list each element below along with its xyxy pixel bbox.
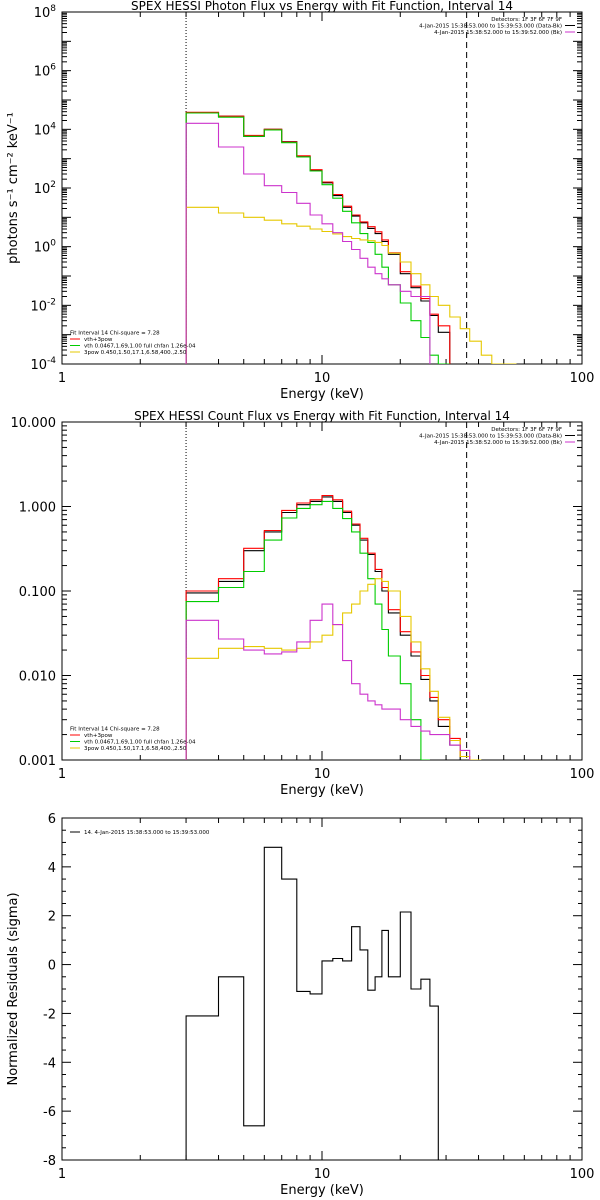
- x-tick-label: 100: [570, 1167, 595, 1182]
- series-group: [185, 111, 517, 364]
- legend-top-entry: 4-Jan-2015 15:38:52.000 to 15:39:52.000 …: [434, 440, 562, 446]
- x-tick-label: 100: [570, 767, 595, 782]
- y-tick-label: 6: [48, 812, 56, 827]
- y-tick-exponent: -2: [47, 297, 56, 307]
- y-tick-base: 10: [30, 358, 47, 373]
- y-tick-label: 100: [34, 239, 57, 256]
- chart-panel-3: 1 10 100 -8 -6 -4 -2 0 2 4 6 Energy (keV) Normalized…: [6, 812, 594, 1198]
- legend-top-entry: Detectors: 1F 3F 6F 7F 9F: [491, 427, 562, 433]
- y-tick-label: 10.000: [11, 416, 57, 431]
- legend-bottom-entry: vth+3pow: [84, 337, 113, 343]
- y-tick-exponent: 0: [50, 239, 56, 249]
- legend-bottom-entry: vth 0.0467,1.69,1.00 full chfan 1.26e-04: [84, 344, 196, 350]
- legend-top-entry: 14. 4-Jan-2015 15:38:53.000 to 15:39:53.…: [84, 830, 210, 836]
- series-line-background: [185, 603, 471, 760]
- y-tick-label: 2: [48, 910, 56, 925]
- y-tick-exponent: 2: [50, 180, 56, 190]
- y-tick-base: 10: [34, 6, 51, 21]
- y-tick-label: 0: [48, 959, 56, 974]
- series-line-residuals: [185, 846, 439, 1160]
- y-tick-label: 0.010: [19, 670, 56, 685]
- x-axis-label: Energy (keV): [280, 1183, 364, 1198]
- legend-bottom-entry: 3pow 0.450,1.50,17.1,6.58,400.,2.50: [84, 350, 187, 356]
- y-tick-label: -2: [43, 1007, 56, 1022]
- series-group: [185, 494, 482, 760]
- legend-bottom-entry: vth 0.0467,1.69,1.00 full chfan 1.26e-04: [84, 740, 196, 746]
- y-axis-label: photons s⁻¹ cm⁻² keV⁻¹: [6, 112, 21, 264]
- y-axis-label: Normalized Residuals (sigma): [6, 892, 21, 1085]
- y-tick-base: 10: [34, 241, 51, 256]
- x-tick-label: 1: [58, 371, 66, 386]
- x-axis-label: Energy (keV): [280, 387, 364, 402]
- x-axis-label: Energy (keV): [280, 783, 364, 798]
- y-tick-label: 10-4: [30, 356, 56, 373]
- legend-top-entry: 4-Jan-2015 15:38:53.000 to 15:39:53.000 …: [419, 434, 562, 440]
- series-line-3pow: [185, 206, 517, 364]
- series-group: [185, 846, 439, 1160]
- series-line-data: [185, 496, 470, 760]
- series-line-vth: [185, 112, 450, 364]
- chart-panel-2: 1 10 100 0.001 0.010 0.100 1.000 10.000 SPEX HES…: [11, 409, 595, 798]
- legend-top-entry: 4-Jan-2015 15:38:53.000 to 15:39:53.000 …: [419, 24, 562, 30]
- y-tick-label: 0.100: [19, 585, 56, 600]
- legend-bottom-entry: vth+3pow: [84, 733, 113, 739]
- y-tick-label: 0.001: [19, 754, 56, 769]
- y-tick-label: -6: [43, 1105, 56, 1120]
- x-tick-label: 10: [314, 371, 331, 386]
- series-line-vth: [185, 500, 430, 760]
- x-tick-label: 1: [58, 767, 66, 782]
- y-tick-exponent: -4: [47, 356, 56, 366]
- x-tick-label: 10: [314, 1167, 331, 1182]
- y-tick-label: 1.000: [19, 501, 56, 516]
- legend-bottom-entry: Fit Interval 14 Chi-square = 7.28: [70, 331, 160, 337]
- y-tick-base: 10: [34, 182, 51, 197]
- legend-top-entry: Detectors: 1F 3F 6F 7F 9F: [491, 17, 562, 23]
- y-tick-label: -8: [43, 1154, 56, 1169]
- y-tick-base: 10: [30, 299, 47, 314]
- series-line-3pow: [185, 578, 482, 760]
- y-tick-exponent: 8: [50, 4, 56, 14]
- plot-frame: [61, 11, 583, 365]
- series-line-vth-3pow: [185, 111, 451, 364]
- y-tick-label: 4: [48, 861, 56, 876]
- x-tick-label: 10: [314, 767, 331, 782]
- y-tick-label: -4: [43, 1056, 56, 1071]
- y-tick-label: 10-2: [30, 297, 56, 314]
- series-line-vth-3pow: [185, 494, 471, 760]
- plot-frame: [61, 421, 583, 761]
- chart-title: SPEX HESSI Photon Flux vs Energy with Fi…: [131, 0, 513, 13]
- y-tick-exponent: 6: [50, 63, 56, 73]
- y-tick-label: 108: [34, 4, 57, 21]
- series-line-background: [185, 122, 431, 364]
- y-tick-label: 102: [34, 180, 56, 197]
- y-tick-base: 10: [34, 65, 51, 80]
- chart-title: SPEX HESSI Count Flux vs Energy with Fit…: [134, 409, 510, 423]
- y-tick-label: 106: [34, 63, 57, 80]
- y-tick-label: 104: [34, 121, 57, 138]
- x-tick-label: 100: [570, 371, 595, 386]
- series-line-data: [185, 112, 451, 364]
- legend-top-entry: 4-Jan-2015 15:38:52.000 to 15:39:52.000 …: [434, 30, 562, 36]
- x-tick-label: 1: [58, 1167, 66, 1182]
- legend-bottom-entry: 3pow 0.450,1.50,17.1,6.58,400.,2.50: [84, 746, 187, 752]
- y-tick-base: 10: [34, 123, 51, 138]
- legend-bottom-entry: Fit Interval 14 Chi-square = 7.28: [70, 727, 160, 733]
- y-tick-exponent: 4: [50, 121, 56, 131]
